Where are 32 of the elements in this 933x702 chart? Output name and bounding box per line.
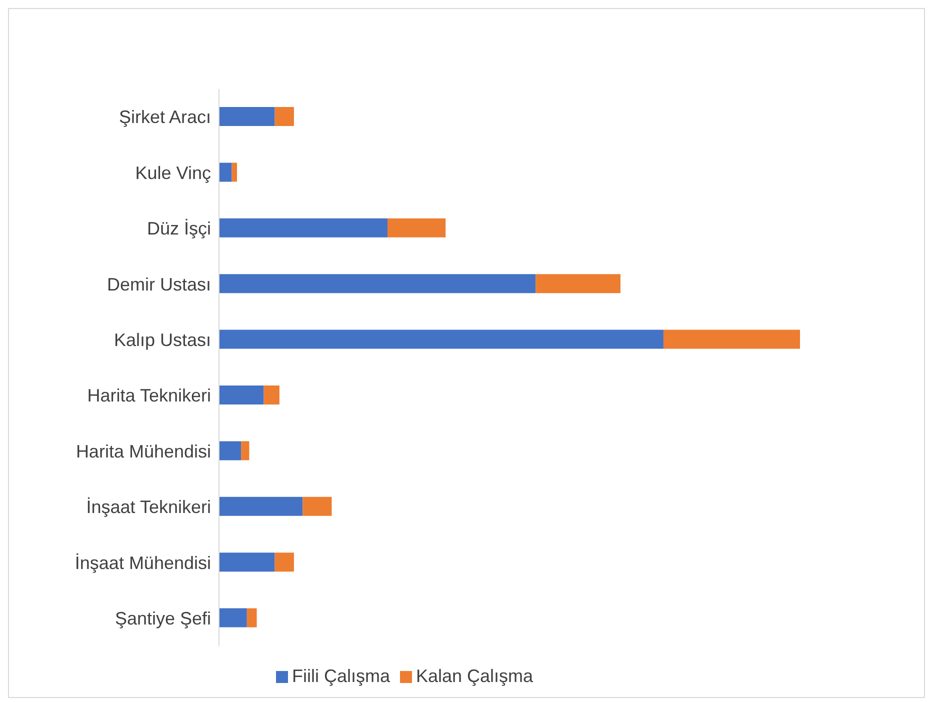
bar (219, 218, 388, 238)
y-tick-label: Demir Ustası (106, 274, 211, 294)
y-tick-label: İnşaat Teknikeri (86, 497, 211, 518)
bar (219, 552, 275, 572)
y-tick-label: Düz İşçi (146, 218, 211, 239)
bar (663, 330, 800, 349)
y-tick-label: Harita Teknikeri (87, 386, 211, 406)
bar (387, 218, 446, 238)
y-tick-label: Şantiye Şefi (114, 608, 211, 629)
bar (302, 496, 332, 516)
bar (241, 441, 250, 460)
bar (232, 162, 238, 182)
bar (219, 608, 247, 628)
bar (219, 330, 664, 349)
bar (219, 496, 303, 516)
bar (274, 552, 294, 572)
bar (219, 162, 232, 182)
y-tick-label: Harita Mühendisi (76, 441, 211, 462)
bar (536, 274, 620, 294)
bar (274, 107, 294, 126)
bar (219, 441, 242, 460)
bar (264, 386, 280, 404)
bar (219, 274, 536, 294)
legend-label: Kalan Çalışma (416, 666, 534, 686)
legend-label: Fiili Çalışma (292, 666, 390, 686)
bar (246, 608, 257, 628)
y-tick-label: İnşaat Mühendisi (74, 552, 211, 573)
bar (219, 107, 275, 126)
y-tick-label: Kalıp Ustası (114, 330, 211, 350)
y-tick-label: Kule Vinç (135, 162, 211, 183)
y-tick-label: Şirket Aracı (118, 107, 211, 128)
bar (219, 386, 264, 404)
